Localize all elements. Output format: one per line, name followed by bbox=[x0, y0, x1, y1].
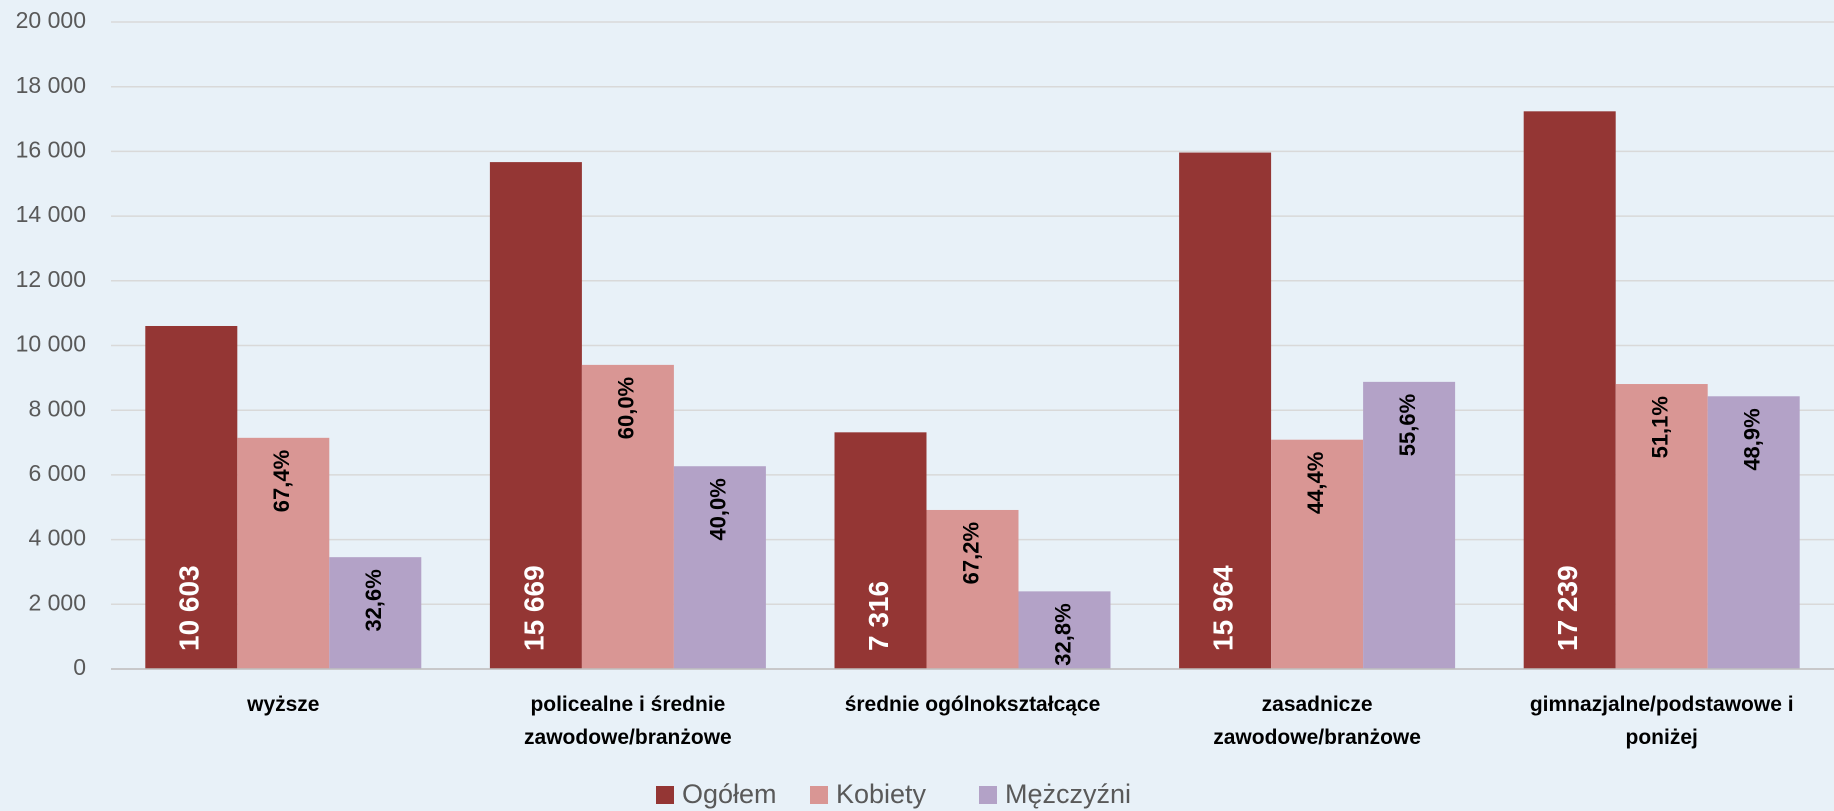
percent-label: 67,4% bbox=[269, 450, 294, 512]
legend-swatch bbox=[810, 786, 828, 804]
y-tick-label: 10 000 bbox=[16, 331, 86, 357]
percent-label: 51,1% bbox=[1648, 396, 1673, 458]
value-label: 7 316 bbox=[863, 581, 894, 651]
bar bbox=[145, 325, 238, 669]
x-tick-label: wyższe bbox=[247, 693, 320, 716]
bar bbox=[1615, 384, 1708, 669]
legend-swatch bbox=[656, 786, 674, 804]
x-tick-label: średnie ogólnokształcące bbox=[844, 693, 1101, 716]
bar bbox=[926, 509, 1019, 669]
percent-label: 44,4% bbox=[1303, 452, 1328, 514]
percent-label: 32,8% bbox=[1050, 603, 1075, 665]
legend-label: Ogółem bbox=[682, 779, 777, 809]
y-tick-label: 8 000 bbox=[28, 395, 86, 421]
percent-label: 40,0% bbox=[706, 478, 731, 540]
x-tick-label: zasadnicze zawodowe/branżowe bbox=[1213, 693, 1421, 749]
y-tick-label: 4 000 bbox=[28, 525, 86, 551]
legend-label: Mężczyźni bbox=[1005, 779, 1131, 809]
y-tick-label: 2 000 bbox=[28, 589, 86, 615]
bar bbox=[1707, 396, 1800, 669]
percent-label: 32,6% bbox=[361, 569, 386, 631]
bar bbox=[329, 557, 422, 669]
percent-label: 55,6% bbox=[1395, 394, 1420, 456]
bar bbox=[1179, 152, 1272, 670]
value-label: 10 603 bbox=[174, 565, 205, 651]
bar bbox=[581, 364, 674, 669]
y-tick-label: 16 000 bbox=[16, 136, 86, 162]
legend-label: Kobiety bbox=[836, 779, 927, 809]
y-tick-label: 20 000 bbox=[16, 7, 86, 33]
y-tick-label: 14 000 bbox=[16, 201, 86, 227]
legend-swatch bbox=[979, 786, 997, 804]
percent-label: 60,0% bbox=[614, 377, 639, 439]
y-tick-label: 0 bbox=[73, 654, 86, 680]
value-label: 15 669 bbox=[518, 565, 549, 651]
y-tick-label: 6 000 bbox=[28, 460, 86, 486]
bar bbox=[1271, 439, 1364, 669]
bar bbox=[1018, 591, 1111, 669]
bar bbox=[237, 437, 330, 669]
y-tick-label: 12 000 bbox=[16, 266, 86, 292]
x-tick-label: policealne i średnie zawodowe/branżowe bbox=[524, 693, 732, 749]
value-label: 17 239 bbox=[1552, 565, 1583, 651]
bar bbox=[1523, 111, 1616, 669]
value-label: 15 964 bbox=[1207, 565, 1238, 651]
percent-label: 67,2% bbox=[958, 522, 983, 584]
bar bbox=[489, 162, 582, 669]
percent-label: 48,9% bbox=[1740, 408, 1765, 470]
bar bbox=[673, 466, 766, 669]
bar bbox=[1363, 381, 1456, 669]
x-tick-label: gimnazjalne/podstawowe i poniżej bbox=[1529, 693, 1794, 749]
y-tick-label: 18 000 bbox=[16, 72, 86, 98]
bar bbox=[834, 432, 927, 669]
